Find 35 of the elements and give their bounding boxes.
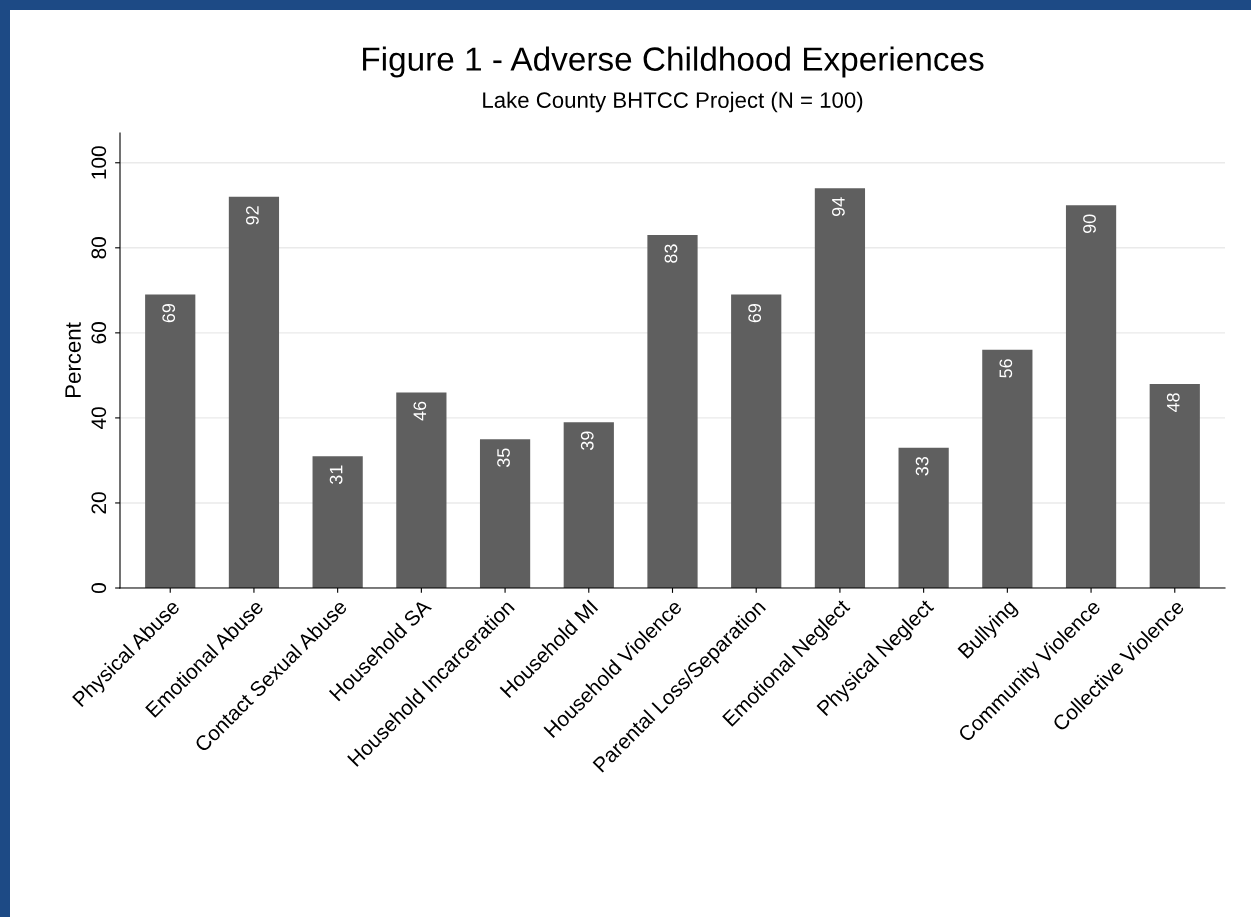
y-axis-title: Percent xyxy=(65,322,81,397)
data-label: 33 xyxy=(915,456,929,476)
data-label: 31 xyxy=(329,465,343,485)
data-label: 94 xyxy=(831,197,845,217)
chart-subtitle: Lake County BHTCC Project (N = 100) xyxy=(483,91,863,113)
y-tick-label: 0 xyxy=(91,583,107,593)
y-tick-label: 60 xyxy=(91,322,107,344)
bar xyxy=(563,422,614,588)
bar xyxy=(814,188,866,588)
bar xyxy=(312,456,363,588)
bar xyxy=(479,439,531,588)
bar xyxy=(145,294,196,588)
y-tick-label: 80 xyxy=(91,237,107,259)
data-label: 92 xyxy=(246,206,259,225)
data-label: 90 xyxy=(1083,214,1096,234)
chart-title: Figure 1 - Adverse Childhood Experiences xyxy=(363,46,984,78)
bar xyxy=(731,294,782,588)
bar xyxy=(396,392,447,588)
bar xyxy=(982,349,1033,588)
data-label: 39 xyxy=(580,431,594,451)
y-tick-label: 20 xyxy=(91,492,107,514)
bar xyxy=(1065,205,1117,588)
data-label: 35 xyxy=(497,448,510,468)
bar xyxy=(228,196,280,588)
data-label: 46 xyxy=(413,401,427,421)
data-label: 48 xyxy=(1166,393,1180,413)
data-label: 56 xyxy=(999,359,1013,378)
bar xyxy=(1149,383,1200,588)
bar xyxy=(898,447,949,588)
y-tick-label: 40 xyxy=(91,407,107,430)
data-label: 69 xyxy=(748,303,762,323)
y-tick-label: 100 xyxy=(91,146,107,179)
bar xyxy=(647,235,698,588)
data-label: 83 xyxy=(664,244,678,263)
data-label: 69 xyxy=(162,303,176,323)
